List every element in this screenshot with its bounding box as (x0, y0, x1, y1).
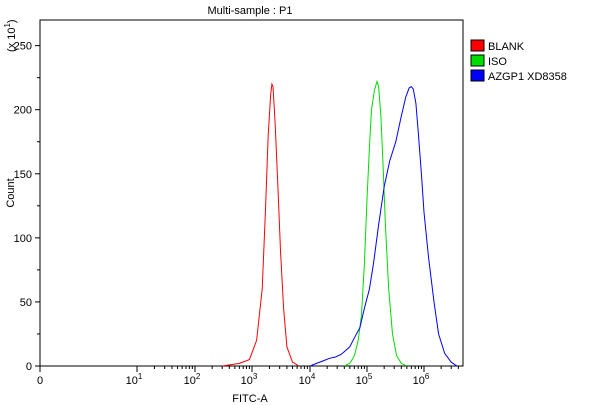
y-tick-label: 100 (14, 233, 32, 245)
legend-label: BLANK (488, 41, 525, 53)
chart-title: Multi-sample : P1 (208, 5, 293, 17)
y-tick-label: 200 (14, 105, 32, 117)
y-tick-label: 50 (20, 297, 32, 309)
x-tick-label: 0 (37, 375, 43, 387)
x-tick-label: 101 (126, 372, 143, 387)
y-multiplier-exp: 1 (3, 23, 12, 28)
x-tick-label: 105 (356, 372, 373, 387)
y-axis: 0 50 100 150 200 250 (14, 41, 40, 373)
y-multiplier-text: (x 10 (6, 28, 18, 52)
legend-swatch (470, 54, 485, 67)
y-axis-label: Count (5, 178, 17, 207)
y-multiplier-close: ) (6, 19, 18, 23)
x-tick-label: 102 (184, 372, 201, 387)
legend-swatch (470, 69, 485, 82)
y-tick-label: 150 (14, 169, 32, 181)
y-tick-label: 250 (14, 41, 32, 53)
legend: BLANK ISO AZGP1 XD8358 (470, 39, 567, 83)
x-tick-label: 106 (413, 372, 430, 387)
y-axis-multiplier: (x 101) (3, 19, 18, 52)
legend-label: ISO (488, 56, 507, 68)
legend-swatch (470, 39, 485, 52)
series-layer (222, 79, 458, 367)
x-tick-label: 103 (241, 372, 258, 387)
legend-label: AZGP1 XD8358 (488, 71, 567, 83)
x-axis: 0 101 102 103 104 105 106 (37, 366, 459, 387)
series-line-1 (344, 79, 408, 367)
svg-text:(x 101): (x 101) (3, 19, 18, 52)
x-axis-label: FITC-A (232, 393, 268, 405)
x-tick-label: 104 (299, 372, 316, 387)
series-line-0 (222, 82, 300, 367)
series-line-2 (309, 85, 458, 367)
plot-area-frame (39, 19, 464, 367)
y-tick-label: 0 (26, 361, 32, 373)
